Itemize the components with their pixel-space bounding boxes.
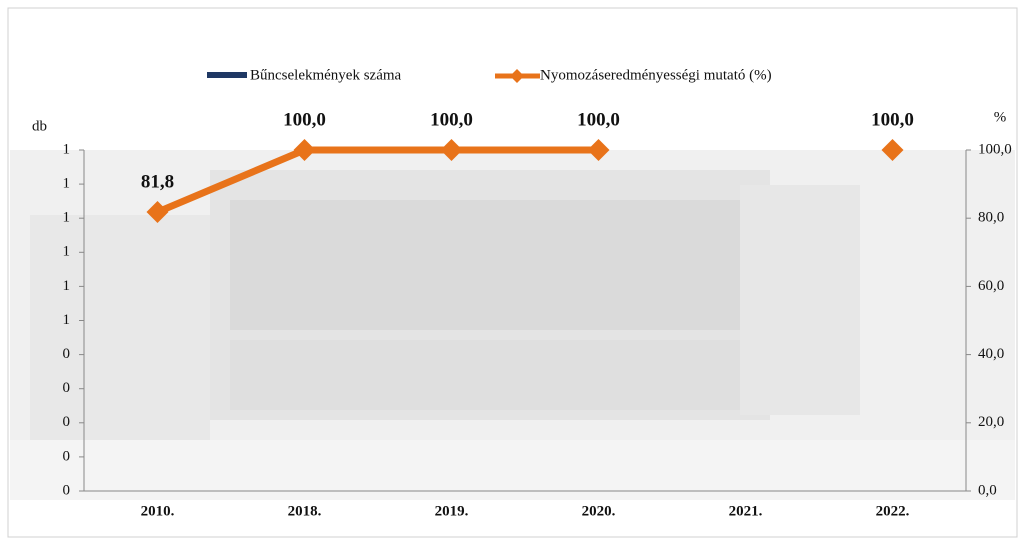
- y2-tick-label: 60,0: [978, 278, 1004, 294]
- y2-tick-label: 0,0: [978, 482, 997, 498]
- y-tick-label: 1: [63, 278, 71, 294]
- chart: db % Bűncselekmények száma Nyomozáseredm…: [0, 0, 1025, 545]
- background-photo: [10, 150, 1015, 500]
- y2-tick-label: 40,0: [978, 346, 1004, 362]
- data-label: 100,0: [577, 109, 620, 130]
- y-axis-title: db: [32, 118, 47, 134]
- data-label: 100,0: [871, 109, 914, 130]
- y2-axis-title: %: [994, 109, 1007, 125]
- y2-tick-label: 20,0: [978, 414, 1004, 430]
- legend-label: Bűncselekmények száma: [250, 67, 402, 83]
- x-tick-label: 2019.: [435, 503, 469, 519]
- x-tick-label: 2022.: [876, 503, 910, 519]
- y-tick-label: 0: [63, 448, 71, 464]
- y-tick-label: 0: [63, 380, 71, 396]
- y-tick-label: 1: [63, 312, 71, 328]
- y-tick-label: 1: [63, 210, 71, 226]
- data-label: 81,8: [141, 171, 174, 192]
- legend-label: Nyomozáseredményességi mutató (%): [540, 67, 772, 83]
- data-label: 100,0: [430, 109, 473, 130]
- y-tick-label: 0: [63, 414, 71, 430]
- x-tick-label: 2020.: [582, 503, 616, 519]
- x-tick-label: 2021.: [729, 503, 763, 519]
- y2-tick-label: 80,0: [978, 210, 1004, 226]
- y2-tick-label: 100,0: [978, 141, 1012, 157]
- data-label: 100,0: [283, 109, 326, 130]
- legend-swatch-bar: [207, 72, 247, 78]
- y-tick-label: 1: [63, 141, 71, 157]
- y-tick-label: 1: [63, 176, 71, 192]
- y-tick-label: 0: [63, 482, 71, 498]
- y-tick-label: 0: [63, 346, 71, 362]
- x-tick-label: 2018.: [288, 503, 322, 519]
- y-tick-label: 1: [63, 244, 71, 260]
- x-tick-label: 2010.: [141, 503, 175, 519]
